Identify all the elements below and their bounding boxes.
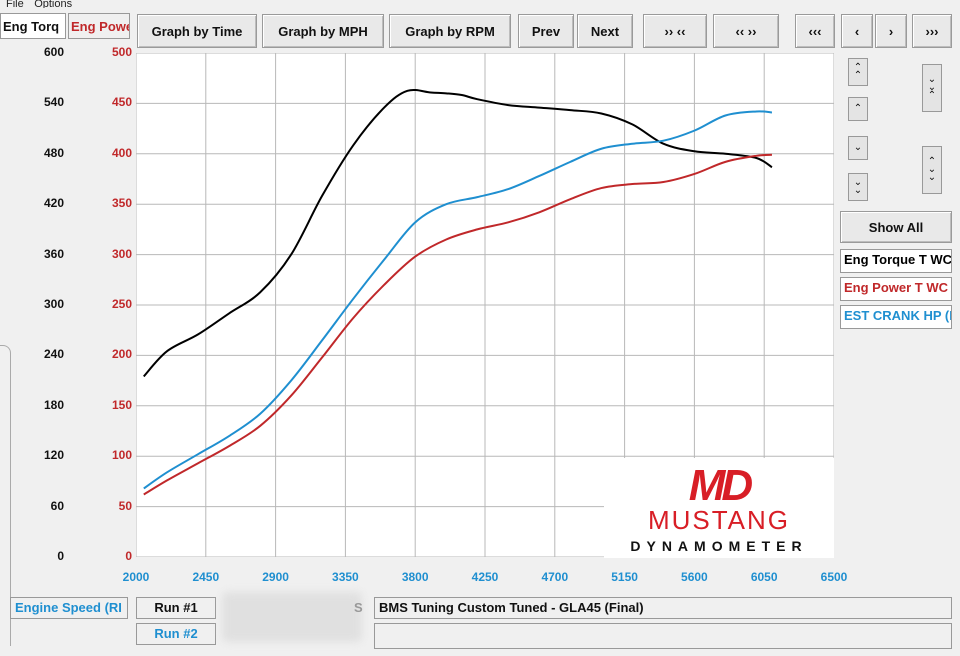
- y-tick-torque: 480: [43, 145, 64, 160]
- series-line-crank-hp: [143, 110, 773, 490]
- y-tick-power: 50: [118, 498, 132, 513]
- menu-bar: File Options: [0, 0, 960, 8]
- graph-by-rpm-button[interactable]: Graph by RPM: [389, 14, 511, 48]
- logo-graphic: MD MUSTANG DYNAMOMETER: [604, 458, 834, 558]
- x-axis-label[interactable]: Engine Speed (RI: [10, 597, 128, 619]
- y-tick-power: 0: [125, 549, 132, 563]
- legend-power[interactable]: Eng Power T WC: [840, 277, 952, 301]
- series-line-torque: [143, 88, 773, 378]
- scale-down-fast-button[interactable]: ⌄ ⌄: [848, 173, 868, 201]
- legend-torque[interactable]: Eng Torque T WC: [840, 249, 952, 273]
- scale-up-button[interactable]: ⌃: [848, 97, 868, 121]
- x-tick: 5150: [611, 570, 638, 584]
- logo-md-text: MD: [689, 461, 753, 510]
- left-frame-edge: [0, 345, 11, 646]
- y-tick-torque: 60: [50, 498, 64, 513]
- tab-torque[interactable]: Eng Torq: [0, 13, 66, 39]
- x-tick: 3350: [332, 570, 359, 584]
- x-tick: 4250: [471, 570, 499, 584]
- x-tick: 2000: [122, 570, 150, 584]
- zoom-expand-top-button[interactable]: ⌄ ⌄ ⌃: [922, 64, 942, 112]
- y-tick-torque: 300: [43, 297, 64, 311]
- y-tick-power: 100: [111, 448, 132, 463]
- mustang-dynamometer-logo: MD MUSTANG DYNAMOMETER: [604, 458, 834, 558]
- zoom-in-button[interactable]: ›› ‹‹: [643, 14, 707, 48]
- x-tick: 2450: [192, 570, 220, 584]
- graph-by-mph-button[interactable]: Graph by MPH: [262, 14, 384, 48]
- run1-suffix: S: [354, 600, 363, 615]
- scale-up-fast-button[interactable]: ⌃ ⌃: [848, 58, 868, 86]
- x-tick: 2900: [262, 570, 289, 584]
- blurred-redaction: [222, 592, 362, 642]
- tab-power[interactable]: Eng Powe: [68, 13, 130, 39]
- y-tick-power: 250: [111, 297, 132, 311]
- y-tick-torque: 540: [43, 95, 64, 110]
- y-tick-torque: 360: [43, 246, 64, 261]
- y-tick-torque: 420: [43, 196, 64, 211]
- show-all-button[interactable]: Show All: [840, 211, 952, 243]
- run1-label[interactable]: Run #1: [136, 597, 216, 619]
- scroll-right-button[interactable]: ›: [875, 14, 907, 48]
- y-tick-power: 500: [111, 45, 132, 59]
- y-tick-torque: 120: [43, 448, 64, 463]
- run1-description[interactable]: BMS Tuning Custom Tuned - GLA45 (Final): [374, 597, 952, 619]
- x-tick: 5600: [681, 570, 708, 584]
- graph-by-time-button[interactable]: Graph by Time: [137, 14, 257, 48]
- y-tick-power: 400: [111, 145, 132, 160]
- x-tick: 6050: [750, 570, 778, 584]
- zoom-out-button[interactable]: ‹‹ ››: [713, 14, 779, 48]
- menu-options[interactable]: Options: [34, 0, 73, 8]
- zoom-expand-bottom-button[interactable]: ⌃ ⌄ ⌄: [922, 146, 942, 194]
- y-tick-power: 450: [111, 95, 132, 110]
- tab-power-label: Eng Powe: [71, 18, 130, 34]
- y-tick-power: 300: [111, 246, 132, 261]
- x-tick: 3800: [401, 570, 429, 584]
- logo-word-mustang: MUSTANG: [648, 505, 790, 535]
- logo-word-dynamometer: DYNAMOMETER: [630, 538, 807, 554]
- series-line-power: [143, 153, 773, 496]
- next-button[interactable]: Next: [577, 14, 633, 48]
- menu-file[interactable]: File: [6, 0, 24, 8]
- y-tick-torque: 240: [43, 347, 64, 362]
- y-tick-torque: 600: [43, 45, 64, 59]
- scroll-last-button[interactable]: ›››: [912, 14, 952, 48]
- y-tick-power: 200: [111, 347, 132, 362]
- tab-torque-label: Eng Torq: [3, 18, 60, 34]
- prev-button[interactable]: Prev: [518, 14, 574, 48]
- y-tick-torque: 180: [43, 397, 64, 412]
- x-tick: 6500: [820, 570, 848, 584]
- run2-label[interactable]: Run #2: [136, 623, 216, 645]
- scroll-left-button[interactable]: ‹: [841, 14, 873, 48]
- scale-down-button[interactable]: ⌄: [848, 136, 868, 160]
- legend-crank[interactable]: EST CRANK HP (I: [840, 305, 952, 329]
- scroll-first-button[interactable]: ‹‹‹: [795, 14, 835, 48]
- y-tick-power: 150: [111, 397, 132, 412]
- y-tick-power: 350: [111, 196, 132, 211]
- run2-description[interactable]: [374, 623, 952, 649]
- y-tick-torque: 0: [57, 549, 64, 563]
- x-tick: 4700: [541, 570, 569, 584]
